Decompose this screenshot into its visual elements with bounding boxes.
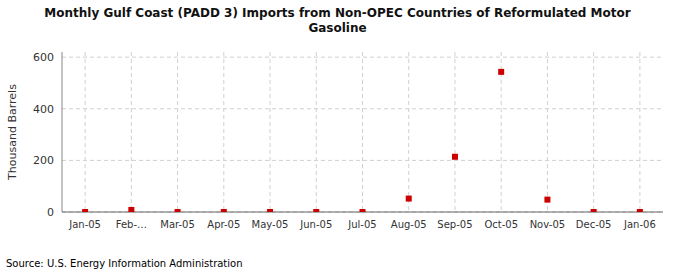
point — [591, 209, 597, 212]
title-line: Monthly Gulf Coast (PADD 3) Imports from… — [44, 6, 630, 20]
x-grid-line — [501, 52, 502, 212]
point — [637, 209, 643, 212]
point — [360, 209, 366, 212]
x-grid-line — [362, 52, 363, 212]
x-grid-line — [85, 52, 86, 212]
x-tick-label: Mar-05 — [160, 219, 195, 230]
x-tick-label: Jun-05 — [299, 219, 332, 230]
point — [452, 154, 458, 160]
title: Monthly Gulf Coast (PADD 3) Imports from… — [44, 6, 630, 35]
y-tick-label: 0 — [47, 206, 54, 219]
point — [221, 209, 227, 212]
x-tick-label: Aug-05 — [391, 219, 427, 230]
point — [544, 197, 550, 203]
x-tick-label: Sep-05 — [437, 219, 472, 230]
x-grid-line — [223, 52, 224, 212]
x-grid-line — [131, 52, 132, 212]
x-tick-label: Nov-05 — [530, 219, 566, 230]
x-grid-line — [316, 52, 317, 212]
background — [0, 0, 675, 275]
y-axis-line — [62, 52, 63, 212]
x-tick-label: Jan-05 — [68, 219, 101, 230]
points — [82, 69, 643, 212]
point — [267, 209, 273, 212]
x-tick-label: Feb-… — [116, 219, 147, 230]
x-tick-label: Jul-05 — [347, 219, 376, 230]
y-axis-label: Thousand Barrels — [6, 84, 19, 181]
y-tick-label: 200 — [33, 154, 54, 167]
x-grid-line — [270, 52, 271, 212]
chart: 0 200 400 600 Jan-05 Feb-… Mar-05 Apr-05 May-05 J… — [0, 0, 675, 275]
y-tick-label: 400 — [33, 103, 54, 116]
x-grid-line — [639, 52, 640, 212]
x-tick-label: Apr-05 — [207, 219, 240, 230]
x-tick-label: Oct-05 — [484, 219, 518, 230]
point — [313, 209, 319, 212]
point — [498, 69, 504, 75]
x-grid-line — [177, 52, 178, 212]
y-tick-label: 600 — [33, 51, 54, 64]
x-tick-label: Dec-05 — [576, 219, 612, 230]
point — [175, 209, 181, 212]
point — [128, 207, 134, 212]
x-grid-line — [408, 52, 409, 212]
x-grid-line — [593, 52, 594, 212]
x-tick-label: May-05 — [252, 219, 289, 230]
y-grid-line — [62, 57, 663, 58]
x-tick-label: Jan-06 — [623, 219, 656, 230]
x-grid-line — [454, 52, 455, 212]
title-line: Gasoline — [308, 21, 366, 35]
source: Source: U.S. Energy Information Administ… — [6, 258, 243, 269]
point — [82, 209, 88, 212]
x-grid-line — [547, 52, 548, 212]
point — [406, 196, 412, 202]
